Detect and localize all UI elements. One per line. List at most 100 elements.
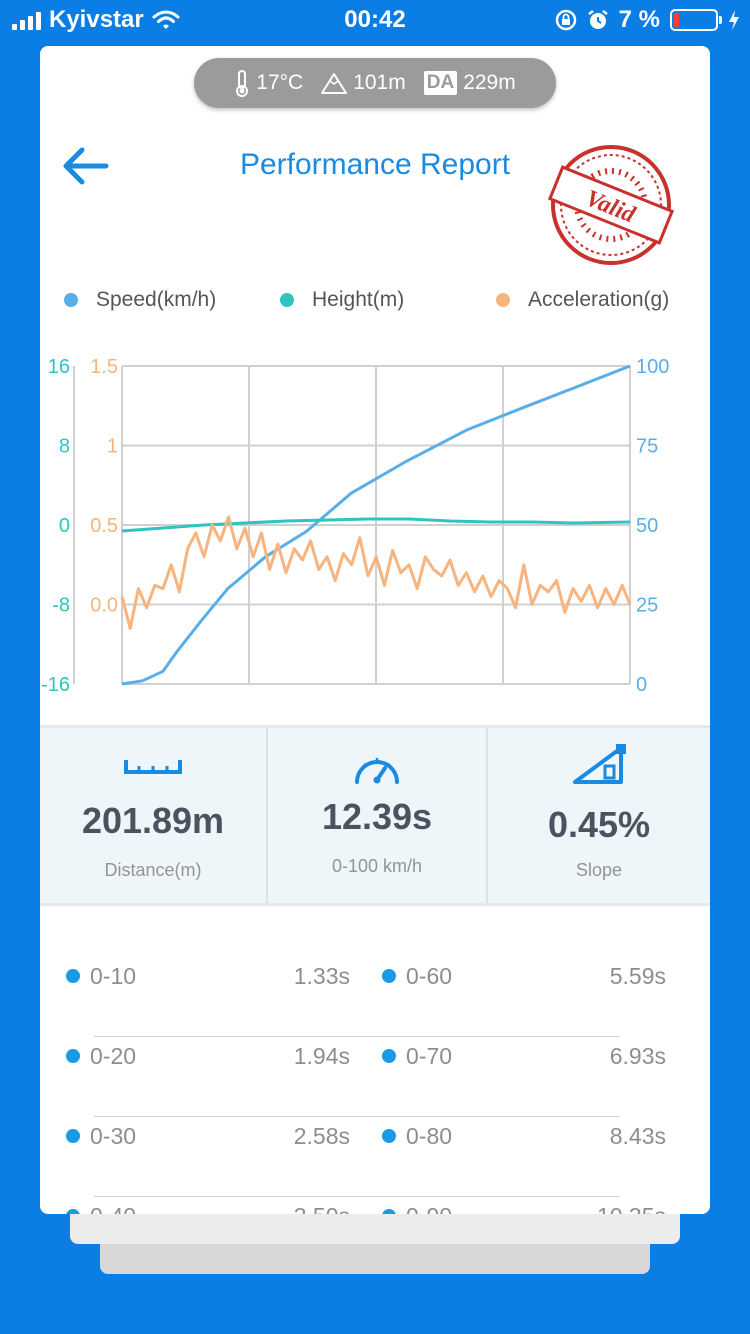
temperature-value: 17°C — [256, 71, 304, 94]
back-button[interactable] — [58, 142, 114, 190]
bullet-icon — [382, 969, 396, 983]
stat-zero-to-hundred-label: 0-100 km/h — [331, 856, 423, 876]
legend-item-speed[interactable]: Speed(km/h) — [64, 288, 216, 312]
split-row: 0-10 1.33s 0-60 5.59s — [40, 946, 710, 1037]
split-item: 0-60 5.59s — [382, 946, 666, 1006]
battery-icon — [670, 9, 722, 31]
split-item: 0-20 1.94s — [66, 1026, 350, 1086]
speed-tick-label: 25 — [636, 595, 658, 617]
speed-line — [121, 364, 631, 686]
arrow-left-icon — [63, 147, 109, 185]
speed-tick-label: 100 — [636, 356, 669, 378]
carrier-name: Kyivstar — [49, 6, 144, 33]
environment-pill: 17°C 101m DA 229m — [194, 58, 556, 108]
signal-icon — [12, 10, 41, 30]
bullet-icon — [66, 1129, 80, 1143]
bullet-icon — [382, 1049, 396, 1063]
split-item: 0-10 1.33s — [66, 946, 350, 1006]
acceleration-tick-label: 1 — [107, 436, 118, 458]
bullet-icon — [66, 1049, 80, 1063]
split-item: 0-30 2.58s — [66, 1106, 350, 1166]
split-row: 0-20 1.94s 0-70 6.93s — [40, 1026, 710, 1117]
height-tick-label: 8 — [59, 436, 70, 458]
split-time: 10.35s — [597, 1203, 666, 1215]
alarm-icon — [587, 10, 608, 29]
density-altitude-value: 229m — [463, 71, 516, 94]
page-title: Performance Report — [239, 148, 511, 181]
stat-slope-value: 0.45% — [547, 804, 651, 845]
stat-zero-to-hundred: 12.39s 0-100 km/h — [268, 728, 486, 903]
height-tick-label: -8 — [52, 595, 70, 617]
legend-speed-label: Speed(km/h) — [96, 288, 217, 311]
split-range: 0-30 — [90, 1122, 137, 1149]
acceleration-tick-label: 0.0 — [90, 595, 118, 617]
performance-chart: 16 8 0 -8 -16 1.5 1 0.5 0.0 100 75 50 25 0 — [41, 356, 669, 696]
report-card: 17°C 101m DA 229m Performance Report Val… — [40, 46, 710, 1214]
stat-slope-label: Slope — [575, 860, 623, 880]
split-item: 0-80 8.43s — [382, 1106, 666, 1166]
status-right: 7 % — [555, 6, 740, 34]
ruler-icon — [124, 760, 182, 774]
density-altitude-item: DA 229m — [423, 71, 516, 95]
split-item: 0-40 3.50s — [66, 1186, 350, 1214]
split-time: 8.43s — [609, 1122, 666, 1149]
split-range: 0-70 — [406, 1042, 453, 1069]
split-range: 0-60 — [406, 962, 453, 989]
split-time: 6.93s — [609, 1042, 666, 1069]
split-range: 0-20 — [90, 1042, 137, 1069]
split-time: 2.58s — [293, 1122, 350, 1149]
altitude-item: 101m — [321, 71, 406, 95]
split-row: 0-40 3.50s 0-90 10.35s — [40, 1186, 710, 1214]
split-row: 0-30 2.58s 0-80 8.43s — [40, 1106, 710, 1197]
acceleration-line — [120, 515, 632, 630]
temperature-item: 17°C — [234, 69, 303, 97]
split-item: 0-70 6.93s — [382, 1026, 666, 1086]
height-line — [121, 517, 631, 533]
legend-acceleration-label: Acceleration(g) — [528, 288, 670, 311]
slope-icon — [573, 744, 626, 784]
speedometer-icon — [355, 758, 399, 784]
stat-separator — [266, 728, 268, 903]
split-range: 0-10 — [90, 962, 137, 989]
clock: 00:42 — [344, 6, 406, 33]
status-left: Kyivstar — [12, 6, 180, 34]
legend-item-acceleration[interactable]: Acceleration(g) — [496, 288, 669, 312]
rotation-lock-icon — [555, 9, 576, 31]
acceleration-tick-label: 0.5 — [90, 515, 118, 537]
bullet-icon — [66, 969, 80, 983]
legend-item-height[interactable]: Height(m) — [280, 288, 404, 312]
stat-separator — [486, 728, 488, 903]
split-time: 3.50s — [294, 1203, 350, 1215]
row-divider — [94, 1196, 620, 1197]
split-time: 1.94s — [293, 1042, 350, 1069]
legend-speed-dot — [64, 293, 78, 307]
section-divider — [40, 725, 710, 728]
split-range: 0-80 — [406, 1122, 453, 1149]
battery-percent: 7 % — [618, 6, 660, 33]
bullet-icon — [66, 1209, 80, 1214]
split-range: 0-40 — [90, 1203, 136, 1215]
bullet-icon — [382, 1209, 396, 1214]
legend-acceleration-dot — [496, 293, 510, 307]
height-tick-label: 16 — [48, 356, 70, 378]
thermometer-icon — [236, 70, 249, 97]
legend-height-label: Height(m) — [312, 288, 405, 311]
status-bar: Kyivstar 00:42 7 % — [0, 0, 750, 40]
stat-distance-value: 201.89m — [81, 800, 225, 841]
split-time: 1.33s — [293, 962, 350, 989]
split-time: 5.59s — [609, 962, 666, 989]
row-divider — [94, 1116, 620, 1117]
height-tick-label: -16 — [41, 674, 70, 696]
legend-height-dot — [280, 293, 294, 307]
height-tick-label: 0 — [59, 515, 70, 537]
row-divider — [94, 1036, 620, 1037]
wifi-icon — [152, 10, 180, 29]
stat-distance: 201.89m Distance(m) — [40, 728, 266, 903]
speed-tick-label: 75 — [636, 436, 658, 458]
speed-tick-label: 50 — [636, 515, 658, 537]
stats-panel: 201.89m Distance(m) 12.39s 0-100 km/h 0.… — [40, 728, 710, 906]
stat-slope: 0.45% Slope — [488, 728, 710, 903]
altitude-value: 101m — [353, 71, 406, 94]
mountain-icon — [321, 73, 348, 94]
acceleration-tick-label: 1.5 — [90, 356, 118, 378]
